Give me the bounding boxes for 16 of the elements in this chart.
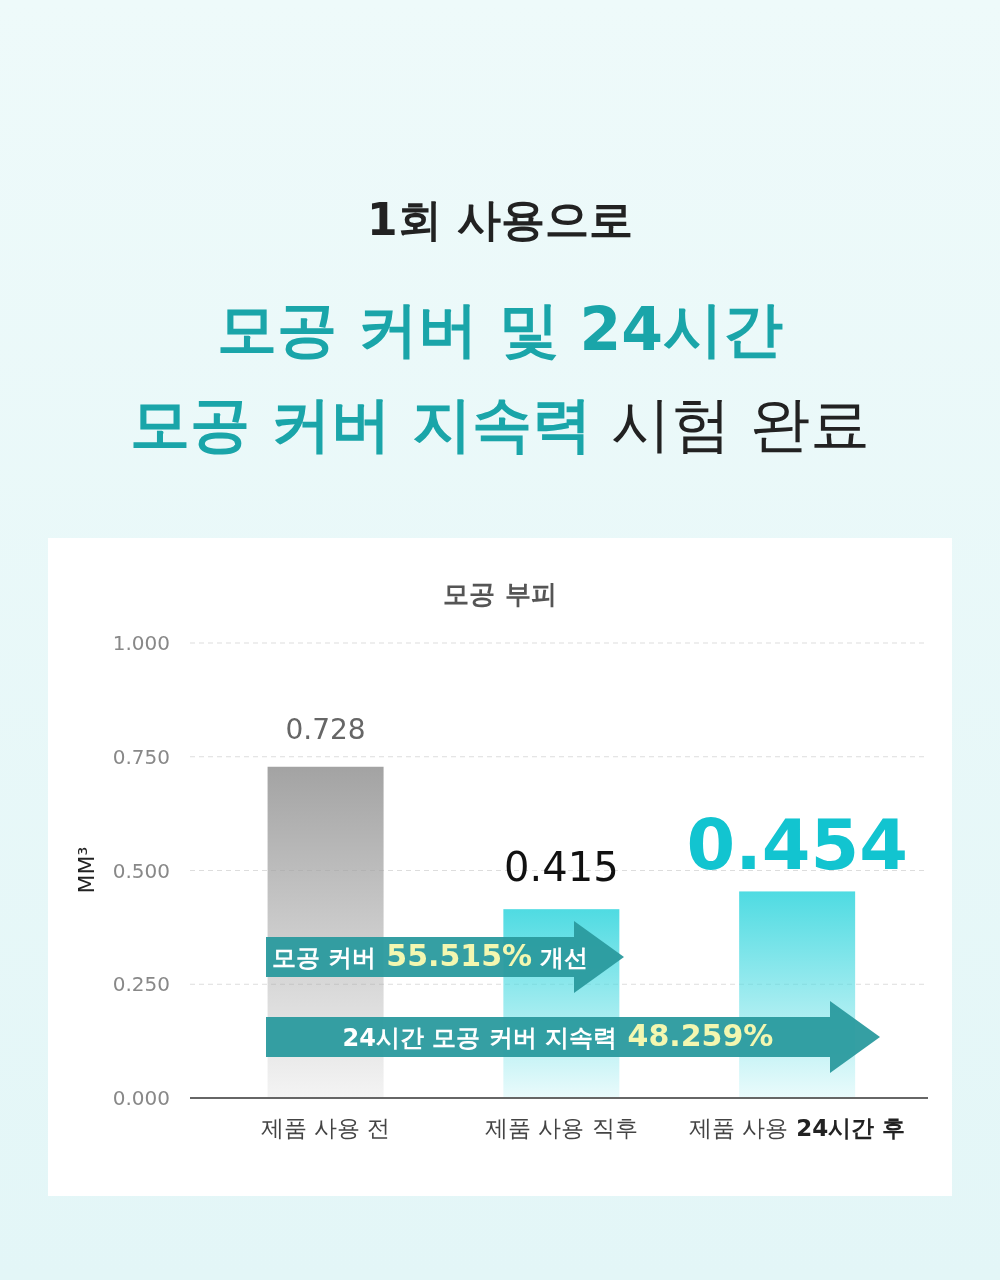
annotation: 모공 커버 55.515% 개선 xyxy=(271,938,589,973)
chart-subtitle: 모공 부피 xyxy=(443,579,557,609)
x-tick-label: 제품 사용 전 xyxy=(260,1115,391,1141)
y-tick-label: 0.250 xyxy=(112,972,170,997)
x-tick-label: 제품 사용 직후 xyxy=(485,1115,638,1141)
data-label: 0.728 xyxy=(285,712,366,746)
title: 1회 사용으로 모공 커버 및 24시간 모공 커버 지속력 시험 완료 xyxy=(130,194,870,459)
y-tick-label: 1.000 xyxy=(112,631,170,655)
x-tick-label: 제품 사용 24시간 후 xyxy=(688,1115,906,1141)
data-label: 0.454 xyxy=(686,804,908,887)
data-label: 0.415 xyxy=(504,844,619,891)
y-tick-label: 0.000 xyxy=(112,1086,170,1110)
y-tick-label: 0.500 xyxy=(112,858,170,883)
annotation: 24시간 모공 커버 지속력 48.259% xyxy=(342,1018,774,1053)
y-tick-label: 0.750 xyxy=(112,744,170,769)
y-axis-title: MM³ xyxy=(74,846,99,894)
